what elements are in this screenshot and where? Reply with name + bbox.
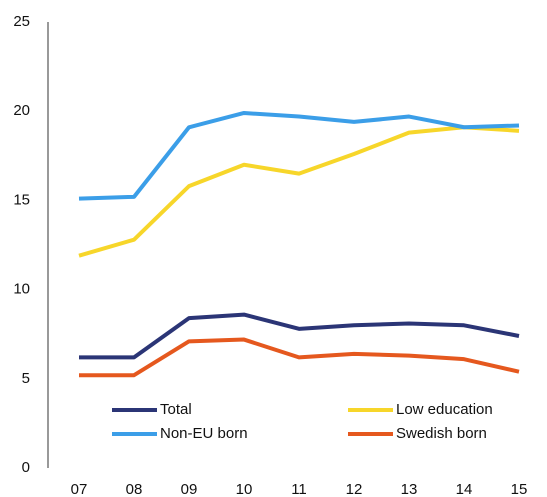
x-tick-label: 15 xyxy=(511,481,528,497)
y-tick-label: 5 xyxy=(22,370,30,387)
x-tick-label: 08 xyxy=(126,481,143,497)
y-tick-label: 0 xyxy=(22,459,30,476)
x-tick-label: 14 xyxy=(456,481,473,497)
legend-label: Non-EU born xyxy=(160,425,248,442)
series-line xyxy=(79,312,520,360)
x-tick-label: 13 xyxy=(401,481,418,497)
legend-label: Swedish born xyxy=(396,425,487,442)
legend-label: Total xyxy=(160,401,192,418)
x-tick-label: 09 xyxy=(181,481,198,497)
series-line xyxy=(78,110,520,201)
y-tick-label: 10 xyxy=(13,281,30,298)
x-tick-label: 10 xyxy=(236,481,253,497)
x-tick-label: 07 xyxy=(71,481,88,497)
legend-label: Low education xyxy=(396,401,493,418)
x-tick-label: 11 xyxy=(291,481,307,497)
x-tick-label: 12 xyxy=(346,481,363,497)
y-tick-label: 25 xyxy=(13,13,30,30)
y-tick-label: 15 xyxy=(13,191,30,208)
y-tick-label: 20 xyxy=(13,102,30,119)
series-line xyxy=(78,125,520,258)
series-line xyxy=(79,337,520,378)
